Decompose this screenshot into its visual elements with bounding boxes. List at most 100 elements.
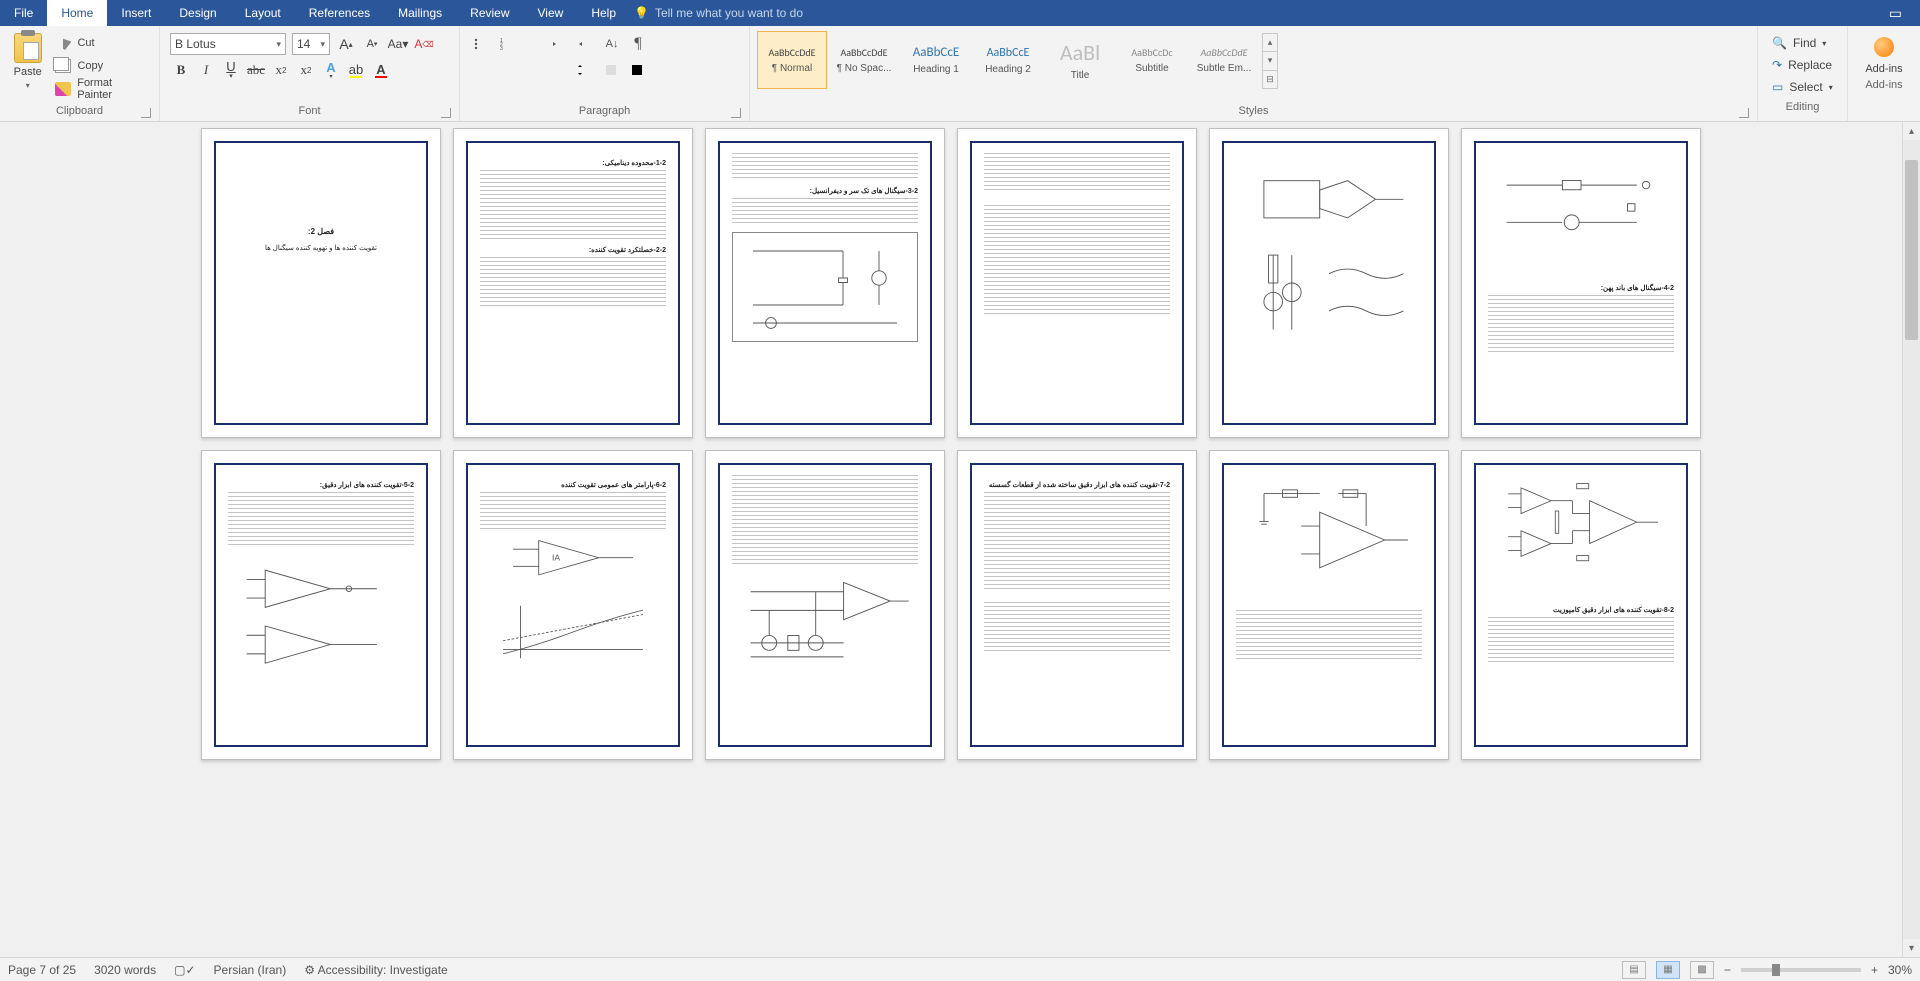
highlight-button[interactable]: ab — [345, 59, 367, 81]
tab-review[interactable]: Review — [456, 0, 523, 26]
shading-button[interactable] — [600, 59, 624, 81]
style-heading2[interactable]: AaBbCcEHeading 2 — [973, 31, 1043, 89]
subscript-button[interactable]: x2 — [270, 59, 292, 81]
numbering-button[interactable]: 123 — [496, 33, 520, 55]
tab-help[interactable]: Help — [577, 0, 630, 26]
replace-button[interactable]: ↷Replace — [1772, 55, 1833, 75]
style-title[interactable]: AaBlTitle — [1045, 31, 1115, 89]
cut-button[interactable]: Cut — [55, 33, 149, 53]
style-normal[interactable]: AaBbCcDdE¶ Normal — [757, 31, 827, 89]
bullets-button[interactable] — [470, 33, 494, 55]
style-subtitle[interactable]: AaBbCcDcSubtitle — [1117, 31, 1187, 89]
clear-format-button[interactable]: A⌫ — [414, 33, 434, 55]
page-thumbnail[interactable] — [957, 128, 1197, 438]
page-thumbnail[interactable] — [1209, 450, 1449, 760]
font-launcher[interactable] — [441, 108, 451, 118]
view-print-button[interactable]: ▦ — [1656, 961, 1680, 979]
spellcheck-icon[interactable]: ▢✓ — [174, 963, 195, 977]
font-size-value: 14 — [297, 37, 310, 51]
comments-icon[interactable]: ▭ — [1889, 5, 1902, 22]
copy-button[interactable]: Copy — [55, 56, 149, 76]
show-marks-button[interactable]: ¶ — [626, 33, 650, 55]
page-thumbnail[interactable]: 4-2-سیگنال های باند پهن: — [1461, 128, 1701, 438]
section-heading: 2-2-خصلتکرد تقویت کننده: — [480, 246, 666, 254]
format-painter-button[interactable]: Format Painter — [55, 79, 149, 99]
document-scroll[interactable]: فصل 2: تقویت کننده ها و تهویه کننده سیگن… — [0, 122, 1902, 957]
line-spacing-button[interactable] — [574, 59, 598, 81]
view-web-button[interactable]: ▩ — [1690, 961, 1714, 979]
paragraph-launcher[interactable] — [731, 108, 741, 118]
text-effects-button[interactable]: A▾ — [320, 59, 342, 81]
styles-launcher[interactable] — [1739, 108, 1749, 118]
zoom-in-button[interactable]: + — [1871, 963, 1878, 977]
scroll-up-icon[interactable]: ▴ — [1903, 122, 1920, 140]
tab-insert[interactable]: Insert — [107, 0, 165, 26]
scroll-down-icon[interactable]: ▾ — [1903, 939, 1920, 957]
language-indicator[interactable]: Persian (Iran) — [214, 963, 287, 977]
page-thumbnail[interactable] — [705, 450, 945, 760]
zoom-knob[interactable] — [1772, 964, 1780, 976]
view-read-button[interactable]: ▤ — [1622, 961, 1646, 979]
decrease-indent-button[interactable] — [548, 33, 572, 55]
style-subtleem[interactable]: AaBbCcDdESubtle Em... — [1189, 31, 1259, 89]
scroll-thumb[interactable] — [1905, 160, 1918, 340]
menubar-right: ▭ — [1889, 5, 1920, 22]
borders-button[interactable] — [626, 59, 650, 81]
underline-button[interactable]: U▾ — [220, 59, 242, 81]
page-thumbnail[interactable]: 6-2-پارامتر های عمومی تقویت کننده IA — [453, 450, 693, 760]
style-heading1[interactable]: AaBbCcEHeading 1 — [901, 31, 971, 89]
strike-button[interactable]: abc — [245, 59, 267, 81]
select-label: Select — [1789, 80, 1822, 94]
font-size-combo[interactable]: 14▾ — [292, 33, 330, 55]
change-case-button[interactable]: Aa▾ — [388, 33, 408, 55]
page-thumbnail[interactable] — [1209, 128, 1449, 438]
align-center-button[interactable] — [496, 59, 520, 81]
tab-mailings[interactable]: Mailings — [384, 0, 456, 26]
tab-design[interactable]: Design — [165, 0, 230, 26]
zoom-slider[interactable] — [1741, 968, 1861, 972]
addins-button[interactable]: Add-ins — [1854, 29, 1914, 75]
grow-font-button[interactable]: A▴ — [336, 33, 356, 55]
page-thumbnail[interactable]: 5-2-تقویت کننده های ابزار دقیق: — [201, 450, 441, 760]
tell-me[interactable]: 💡 Tell me what you want to do — [634, 6, 803, 20]
tab-references[interactable]: References — [295, 0, 384, 26]
page-thumbnail[interactable]: 8-2-تقویت کننده های ابزار دقیق کامپوزیت — [1461, 450, 1701, 760]
clipboard-launcher[interactable] — [141, 108, 151, 118]
align-left-button[interactable] — [470, 59, 494, 81]
cut-icon — [55, 36, 71, 50]
scroll-track[interactable] — [1903, 140, 1920, 939]
tab-view[interactable]: View — [524, 0, 578, 26]
word-count[interactable]: 3020 words — [94, 963, 156, 977]
styles-more[interactable]: ▴▾⊟ — [1262, 33, 1278, 89]
style-nospacing[interactable]: AaBbCcDdE¶ No Spac... — [829, 31, 899, 89]
page-thumbnail[interactable]: 1-2-محدوده دینامیکی: 2-2-خصلتکرد تقویت ک… — [453, 128, 693, 438]
bold-button[interactable]: B — [170, 59, 192, 81]
shrink-font-button[interactable]: A▾ — [362, 33, 382, 55]
superscript-button[interactable]: x2 — [295, 59, 317, 81]
style-name: Subtle Em... — [1197, 63, 1251, 74]
font-name-combo[interactable]: B Lotus▾ — [170, 33, 286, 55]
accessibility-indicator[interactable]: ⚙ Accessibility: Investigate — [304, 963, 448, 977]
style-name: Heading 1 — [913, 64, 959, 75]
tab-home[interactable]: Home — [47, 0, 107, 26]
paste-button[interactable]: Paste ▾ — [6, 29, 49, 101]
multilevel-button[interactable] — [522, 33, 546, 55]
page-thumbnail[interactable]: فصل 2: تقویت کننده ها و تهویه کننده سیگن… — [201, 128, 441, 438]
sort-button[interactable]: A↓ — [600, 33, 624, 55]
page-thumbnail[interactable]: 7-2-تقویت کننده های ابزار دقیق ساخته شده… — [957, 450, 1197, 760]
select-button[interactable]: ▭Select▾ — [1772, 77, 1833, 97]
font-color-button[interactable]: A — [370, 59, 392, 81]
zoom-out-button[interactable]: − — [1724, 963, 1731, 977]
find-button[interactable]: 🔍Find▾ — [1772, 33, 1833, 53]
menu-bar: File Home Insert Design Layout Reference… — [0, 0, 1920, 26]
page-thumbnail[interactable]: 3-2-سیگنال های تک سر و دیفرانسیل: — [705, 128, 945, 438]
italic-button[interactable]: I — [195, 59, 217, 81]
vertical-scrollbar[interactable]: ▴ ▾ — [1902, 122, 1920, 957]
tab-file[interactable]: File — [0, 0, 47, 26]
zoom-level[interactable]: 30% — [1888, 963, 1912, 977]
tab-layout[interactable]: Layout — [231, 0, 295, 26]
page-indicator[interactable]: Page 7 of 25 — [8, 963, 76, 977]
align-right-button[interactable] — [522, 59, 546, 81]
increase-indent-button[interactable] — [574, 33, 598, 55]
justify-button[interactable] — [548, 59, 572, 81]
